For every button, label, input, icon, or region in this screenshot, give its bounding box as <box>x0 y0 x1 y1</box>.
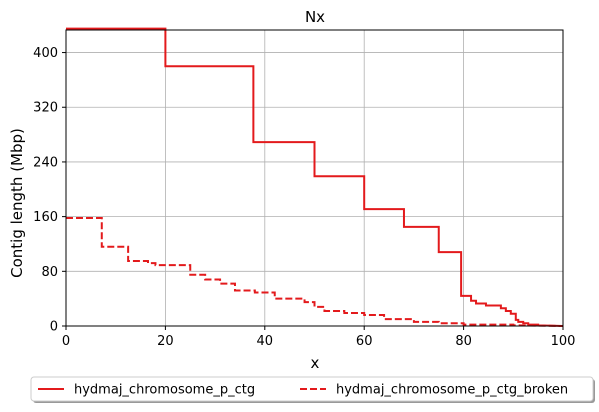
series-line-1 <box>66 27 564 327</box>
x-axis-label: x <box>311 354 320 372</box>
legend: hydmaj_chromosome_p_ctg hydmaj_chromosome… <box>30 376 595 403</box>
y-axis-label: Contig length (Mbp) <box>8 128 26 278</box>
x-tick-label: 100 <box>551 334 576 349</box>
series-group <box>66 27 564 327</box>
x-tick-label: 40 <box>257 334 274 349</box>
plot-frame <box>65 29 564 327</box>
legend-label-1: hydmaj_chromosome_p_ctg <box>74 383 255 398</box>
x-tick-label: 80 <box>455 334 472 349</box>
y-tick-label: 160 <box>33 210 58 225</box>
chart-title: Nx <box>305 8 325 26</box>
x-axis-ticks: 0 20 40 60 80 100 <box>62 326 576 349</box>
x-tick-label: 20 <box>157 334 174 349</box>
y-tick-label: 400 <box>33 46 58 61</box>
legend-label-2: hydmaj_chromosome_p_ctg_broken <box>336 383 568 398</box>
y-tick-label: 0 <box>50 320 58 335</box>
x-tick-label: 60 <box>356 334 373 349</box>
y-axis-ticks: 0 80 160 240 320 400 <box>33 46 66 335</box>
y-tick-label: 240 <box>33 155 58 170</box>
x-tick-label: 0 <box>62 334 70 349</box>
grid-lines <box>65 30 564 327</box>
series-line-2 <box>66 216 564 327</box>
y-tick-label: 320 <box>33 101 58 116</box>
y-tick-label: 80 <box>41 265 58 280</box>
